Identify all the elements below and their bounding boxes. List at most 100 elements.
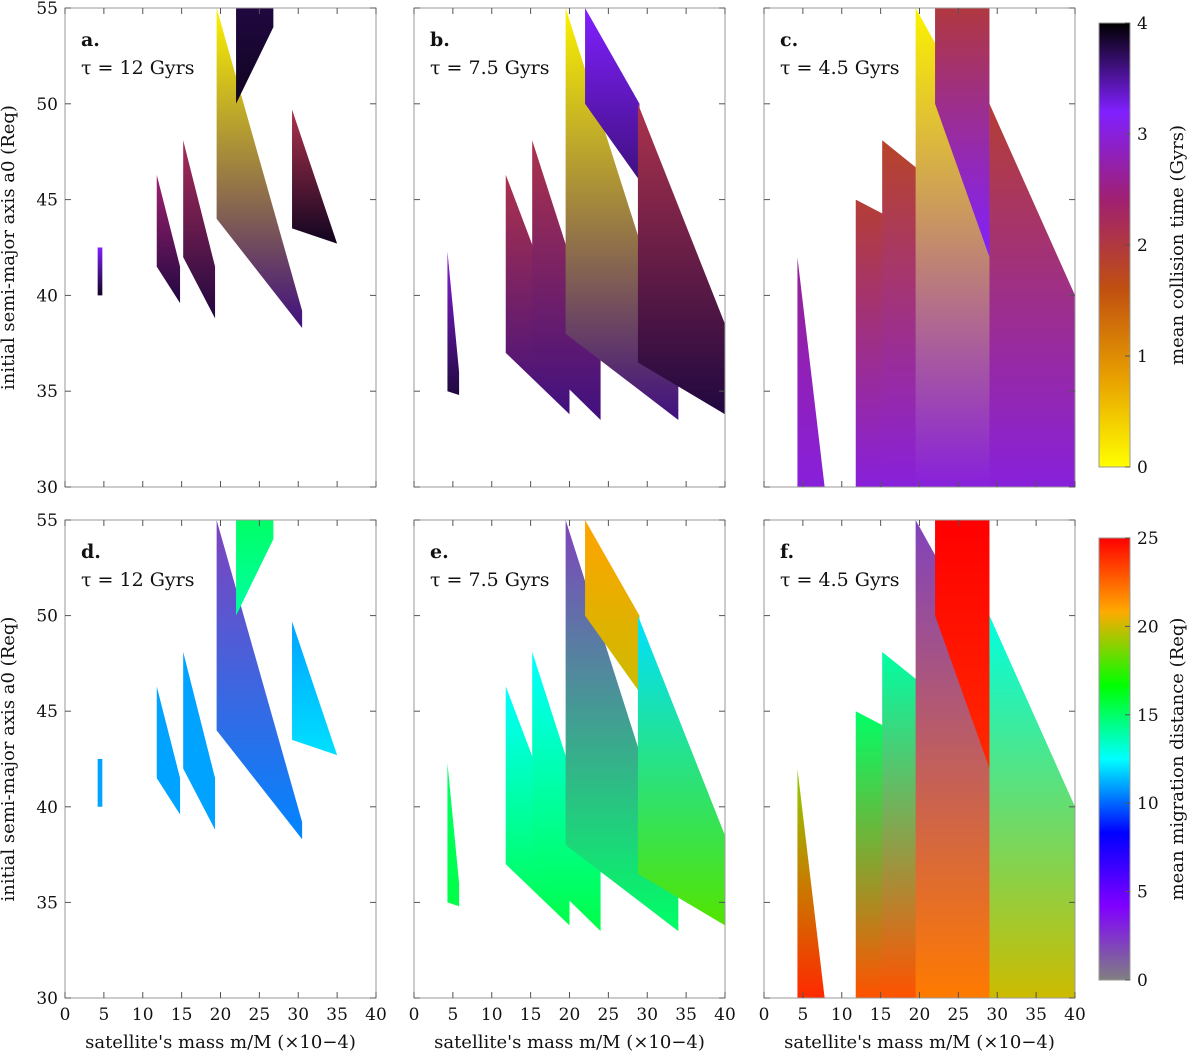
panel-tag: e. [430,541,449,563]
heatmap-region-1 [447,762,460,907]
heatmap-region-5 [236,520,274,616]
x-tick-label: 15 [520,1005,542,1025]
x-tick-label: 20 [210,1005,232,1025]
x-tick-label: 0 [60,1005,71,1025]
x-tick-label: 0 [409,1005,420,1025]
axis-ticks [413,7,726,488]
axis-ticks [64,519,377,999]
y-tick-label: 30 [36,478,58,498]
x-tick-label: 40 [365,1005,387,1025]
panel-e: 0 5 10 15 20 25 30 35 40 satellite's mass m/M (×1… [409,519,736,1053]
heatmap-region-5 [935,8,990,258]
panel-f: 0 5 10 15 20 25 30 35 40 satellite's mass m/M (×1… [759,519,1086,1053]
tau-label: τ = 4.5 Gyrs [780,57,900,79]
heatmap-regions [797,8,1075,487]
y-tick-label: 30 [36,989,58,1009]
colorbar-tick-label: 10 [1137,794,1159,814]
panel-tag: a. [81,29,100,51]
x-tick-label: 30 [287,1005,309,1025]
heatmap-region-1 [447,251,460,396]
colorbar-migration: 0 5 10 15 20 25 mean migration distance (Req) [1098,529,1188,991]
panel-tag: d. [81,541,101,563]
x-tick-label: 35 [675,1005,697,1025]
y-tick-label: 50 [36,95,58,115]
heatmap-region-6 [637,615,725,926]
tau-label: τ = 7.5 Gyrs [430,57,550,79]
heatmap-region-4 [216,8,303,328]
tau-label: τ = 12 Gyrs [81,57,194,79]
heatmap-region-3 [183,651,216,830]
tau-label: τ = 7.5 Gyrs [430,569,550,591]
y-axis-label: initial semi-major axis a0 (Req) [0,617,19,902]
colorbars-layer: 0 1 2 3 4 mean collision time (Gyrs) 0 5 10 15 20 2… [1098,14,1188,991]
x-tick-label: 5 [447,1005,458,1025]
colorbar-collision: 0 1 2 3 4 mean collision time (Gyrs) [1098,14,1188,478]
x-tick-label: 5 [98,1005,109,1025]
x-axis-label: satellite's mass m/M (×10−4) [784,1032,1055,1053]
colorbar-tick-label: 20 [1137,617,1159,637]
colorbar-tick-label: 2 [1137,236,1148,256]
heatmap-regions [97,8,338,328]
x-tick-label: 25 [249,1005,271,1025]
heatmap-region-4 [216,520,303,840]
heatmap-region-2 [156,686,181,815]
x-tick-label: 25 [948,1005,970,1025]
colorbar-gradient [1098,537,1131,981]
x-axis-label: satellite's mass m/M (×10−4) [85,1032,356,1053]
x-tick-label: 15 [870,1005,892,1025]
panel-tag: f. [780,541,794,563]
axis-ticks [413,519,726,999]
x-tick-label: 40 [1064,1005,1086,1025]
heatmap-regions [447,8,725,420]
colorbar-tick-label: 0 [1137,458,1148,478]
x-tick-label: 35 [326,1005,348,1025]
colorbar-label: mean migration distance (Req) [1167,618,1188,901]
y-tick-label: 40 [36,286,58,306]
heatmap-region-6 [292,621,338,756]
heatmap-regions [797,520,1075,998]
colorbar-tick-label: 3 [1137,125,1148,145]
y-axis-label: initial semi-major axis a0 (Req) [0,105,19,390]
heatmap-region-6 [989,615,1075,998]
tau-label: τ = 4.5 Gyrs [780,569,900,591]
heatmap-region-1 [97,247,103,296]
tau-label: τ = 12 Gyrs [81,569,194,591]
y-tick-label: 35 [36,382,58,402]
x-tick-label: 20 [909,1005,931,1025]
axis-ticks [64,7,377,488]
panel-d: 0 5 10 15 20 25 30 35 40 satellite's mass m/M (×1… [0,511,387,1053]
colorbar-tick-label: 1 [1137,347,1148,367]
x-tick-label: 30 [636,1005,658,1025]
colorbar-tick-label: 0 [1137,971,1148,991]
x-tick-label: 25 [598,1005,620,1025]
heatmap-region-5 [236,8,274,104]
heatmap-region-6 [292,109,338,244]
colorbar-gradient [1098,22,1131,468]
x-tick-label: 35 [1025,1005,1047,1025]
axis-ticks [763,7,1076,488]
heatmap-region-5 [935,520,990,769]
y-tick-label: 35 [36,893,58,913]
y-tick-label: 55 [36,511,58,531]
x-tick-label: 0 [759,1005,770,1025]
colorbar-tick-label: 5 [1137,883,1148,903]
heatmap-regions [97,520,338,840]
x-tick-label: 5 [797,1005,808,1025]
heatmap-region-6 [989,103,1075,487]
x-axis-label: satellite's mass m/M (×10−4) [434,1032,705,1053]
axis-ticks [763,519,1076,999]
heatmap-region-5 [585,520,640,693]
y-tick-label: 45 [36,702,58,722]
heatmap-region-5 [585,8,640,181]
y-tick-label: 50 [36,607,58,627]
x-tick-label: 30 [986,1005,1008,1025]
heatmap-regions [447,520,725,932]
colorbar-tick-label: 25 [1137,529,1159,549]
colorbar-label: mean collision time (Gyrs) [1167,125,1188,365]
x-tick-label: 15 [171,1005,193,1025]
x-tick-label: 10 [481,1005,503,1025]
heatmap-region-1 [797,257,825,487]
y-tick-label: 45 [36,191,58,211]
